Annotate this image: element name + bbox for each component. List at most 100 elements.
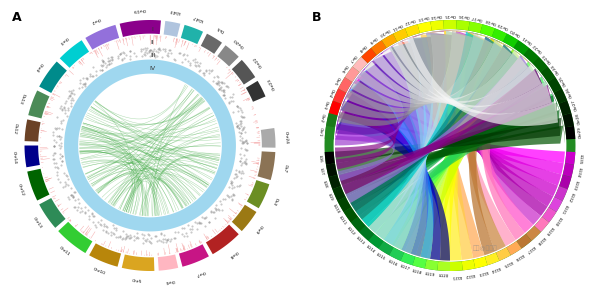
Polygon shape — [562, 113, 574, 127]
Polygon shape — [427, 38, 516, 260]
Polygon shape — [373, 50, 532, 104]
Text: Chr17: Chr17 — [471, 14, 484, 21]
Polygon shape — [503, 34, 518, 48]
Text: Ds5: Ds5 — [215, 25, 225, 33]
Text: Chr4: Chr4 — [34, 62, 43, 73]
Polygon shape — [389, 247, 404, 261]
Polygon shape — [232, 205, 256, 231]
Polygon shape — [352, 81, 554, 216]
Polygon shape — [444, 31, 515, 246]
Polygon shape — [398, 33, 484, 258]
Polygon shape — [27, 169, 49, 200]
Polygon shape — [450, 261, 463, 271]
Text: LG21: LG21 — [451, 274, 462, 278]
Polygon shape — [39, 198, 65, 228]
Polygon shape — [542, 207, 556, 222]
Polygon shape — [201, 34, 222, 54]
Text: Chr20: Chr20 — [509, 27, 521, 37]
Polygon shape — [342, 68, 548, 194]
Polygon shape — [158, 255, 178, 271]
Polygon shape — [416, 49, 534, 258]
Polygon shape — [341, 83, 563, 175]
Polygon shape — [336, 110, 450, 260]
Text: Chr6: Chr6 — [340, 64, 349, 73]
Text: LG26: LG26 — [514, 252, 524, 261]
Text: LG20: LG20 — [438, 274, 449, 278]
Text: Chr2: Chr2 — [319, 113, 325, 123]
Polygon shape — [89, 243, 121, 267]
Text: LG18: LG18 — [412, 269, 422, 276]
Polygon shape — [420, 31, 473, 260]
Polygon shape — [559, 100, 571, 115]
Polygon shape — [403, 37, 563, 126]
Text: Chr3: Chr3 — [322, 100, 329, 110]
Polygon shape — [398, 33, 553, 206]
Text: LG15: LG15 — [376, 252, 386, 261]
Text: LG10: LG10 — [331, 204, 340, 215]
Polygon shape — [541, 67, 555, 82]
Polygon shape — [326, 113, 338, 127]
Text: LG27: LG27 — [525, 244, 535, 254]
Text: Chr1: Chr1 — [317, 127, 322, 137]
Polygon shape — [439, 32, 495, 260]
Text: Ds3: Ds3 — [271, 196, 278, 205]
Polygon shape — [335, 110, 565, 163]
Text: Chr2: Chr2 — [90, 17, 101, 24]
Text: LG13: LG13 — [355, 235, 365, 246]
Polygon shape — [382, 34, 397, 48]
Polygon shape — [356, 36, 504, 219]
Polygon shape — [365, 40, 514, 103]
Polygon shape — [119, 20, 161, 37]
Polygon shape — [480, 24, 495, 37]
Text: Chr21: Chr21 — [521, 34, 533, 45]
Text: Chr19: Chr19 — [497, 22, 509, 30]
Polygon shape — [456, 20, 470, 31]
Text: 知乎@小小攻: 知乎@小小攻 — [473, 246, 497, 251]
Polygon shape — [339, 85, 557, 185]
Polygon shape — [357, 33, 495, 104]
Polygon shape — [554, 88, 567, 104]
Polygon shape — [246, 81, 266, 102]
Polygon shape — [371, 40, 386, 55]
Text: Chr3: Chr3 — [58, 36, 68, 45]
Text: Chr19: Chr19 — [133, 7, 146, 12]
Text: LG23: LG23 — [478, 269, 488, 276]
Polygon shape — [362, 32, 485, 227]
Polygon shape — [443, 20, 457, 29]
Text: LG35: LG35 — [578, 154, 583, 164]
Polygon shape — [496, 247, 511, 261]
Polygon shape — [332, 186, 346, 201]
Polygon shape — [474, 36, 533, 233]
Text: LG12: LG12 — [346, 226, 356, 236]
Text: LG9: LG9 — [326, 193, 333, 202]
Text: LG25: LG25 — [502, 259, 513, 267]
Polygon shape — [361, 48, 377, 63]
Polygon shape — [373, 48, 426, 253]
Polygon shape — [344, 207, 358, 222]
Polygon shape — [359, 68, 547, 225]
Polygon shape — [336, 97, 396, 169]
Polygon shape — [325, 126, 335, 139]
Polygon shape — [335, 118, 565, 163]
Text: Chr16: Chr16 — [458, 13, 470, 18]
Polygon shape — [404, 40, 514, 255]
Text: LG33: LG33 — [571, 179, 578, 190]
Text: LG19: LG19 — [425, 272, 436, 278]
Text: LG43: LG43 — [169, 8, 181, 14]
Text: Chr15: Chr15 — [444, 13, 456, 17]
Text: Chr11: Chr11 — [391, 22, 403, 30]
Polygon shape — [473, 257, 488, 268]
Polygon shape — [506, 241, 521, 255]
Polygon shape — [359, 226, 374, 241]
Text: Chr24: Chr24 — [551, 63, 561, 74]
Polygon shape — [437, 261, 450, 271]
Polygon shape — [28, 91, 49, 118]
Polygon shape — [376, 31, 446, 240]
Text: Chr22: Chr22 — [252, 55, 263, 68]
Polygon shape — [85, 25, 119, 50]
Text: LG16: LG16 — [387, 259, 398, 267]
Text: Chr20: Chr20 — [233, 37, 246, 48]
Text: Chr5: Chr5 — [131, 279, 142, 284]
Polygon shape — [526, 226, 541, 241]
Polygon shape — [482, 49, 535, 240]
